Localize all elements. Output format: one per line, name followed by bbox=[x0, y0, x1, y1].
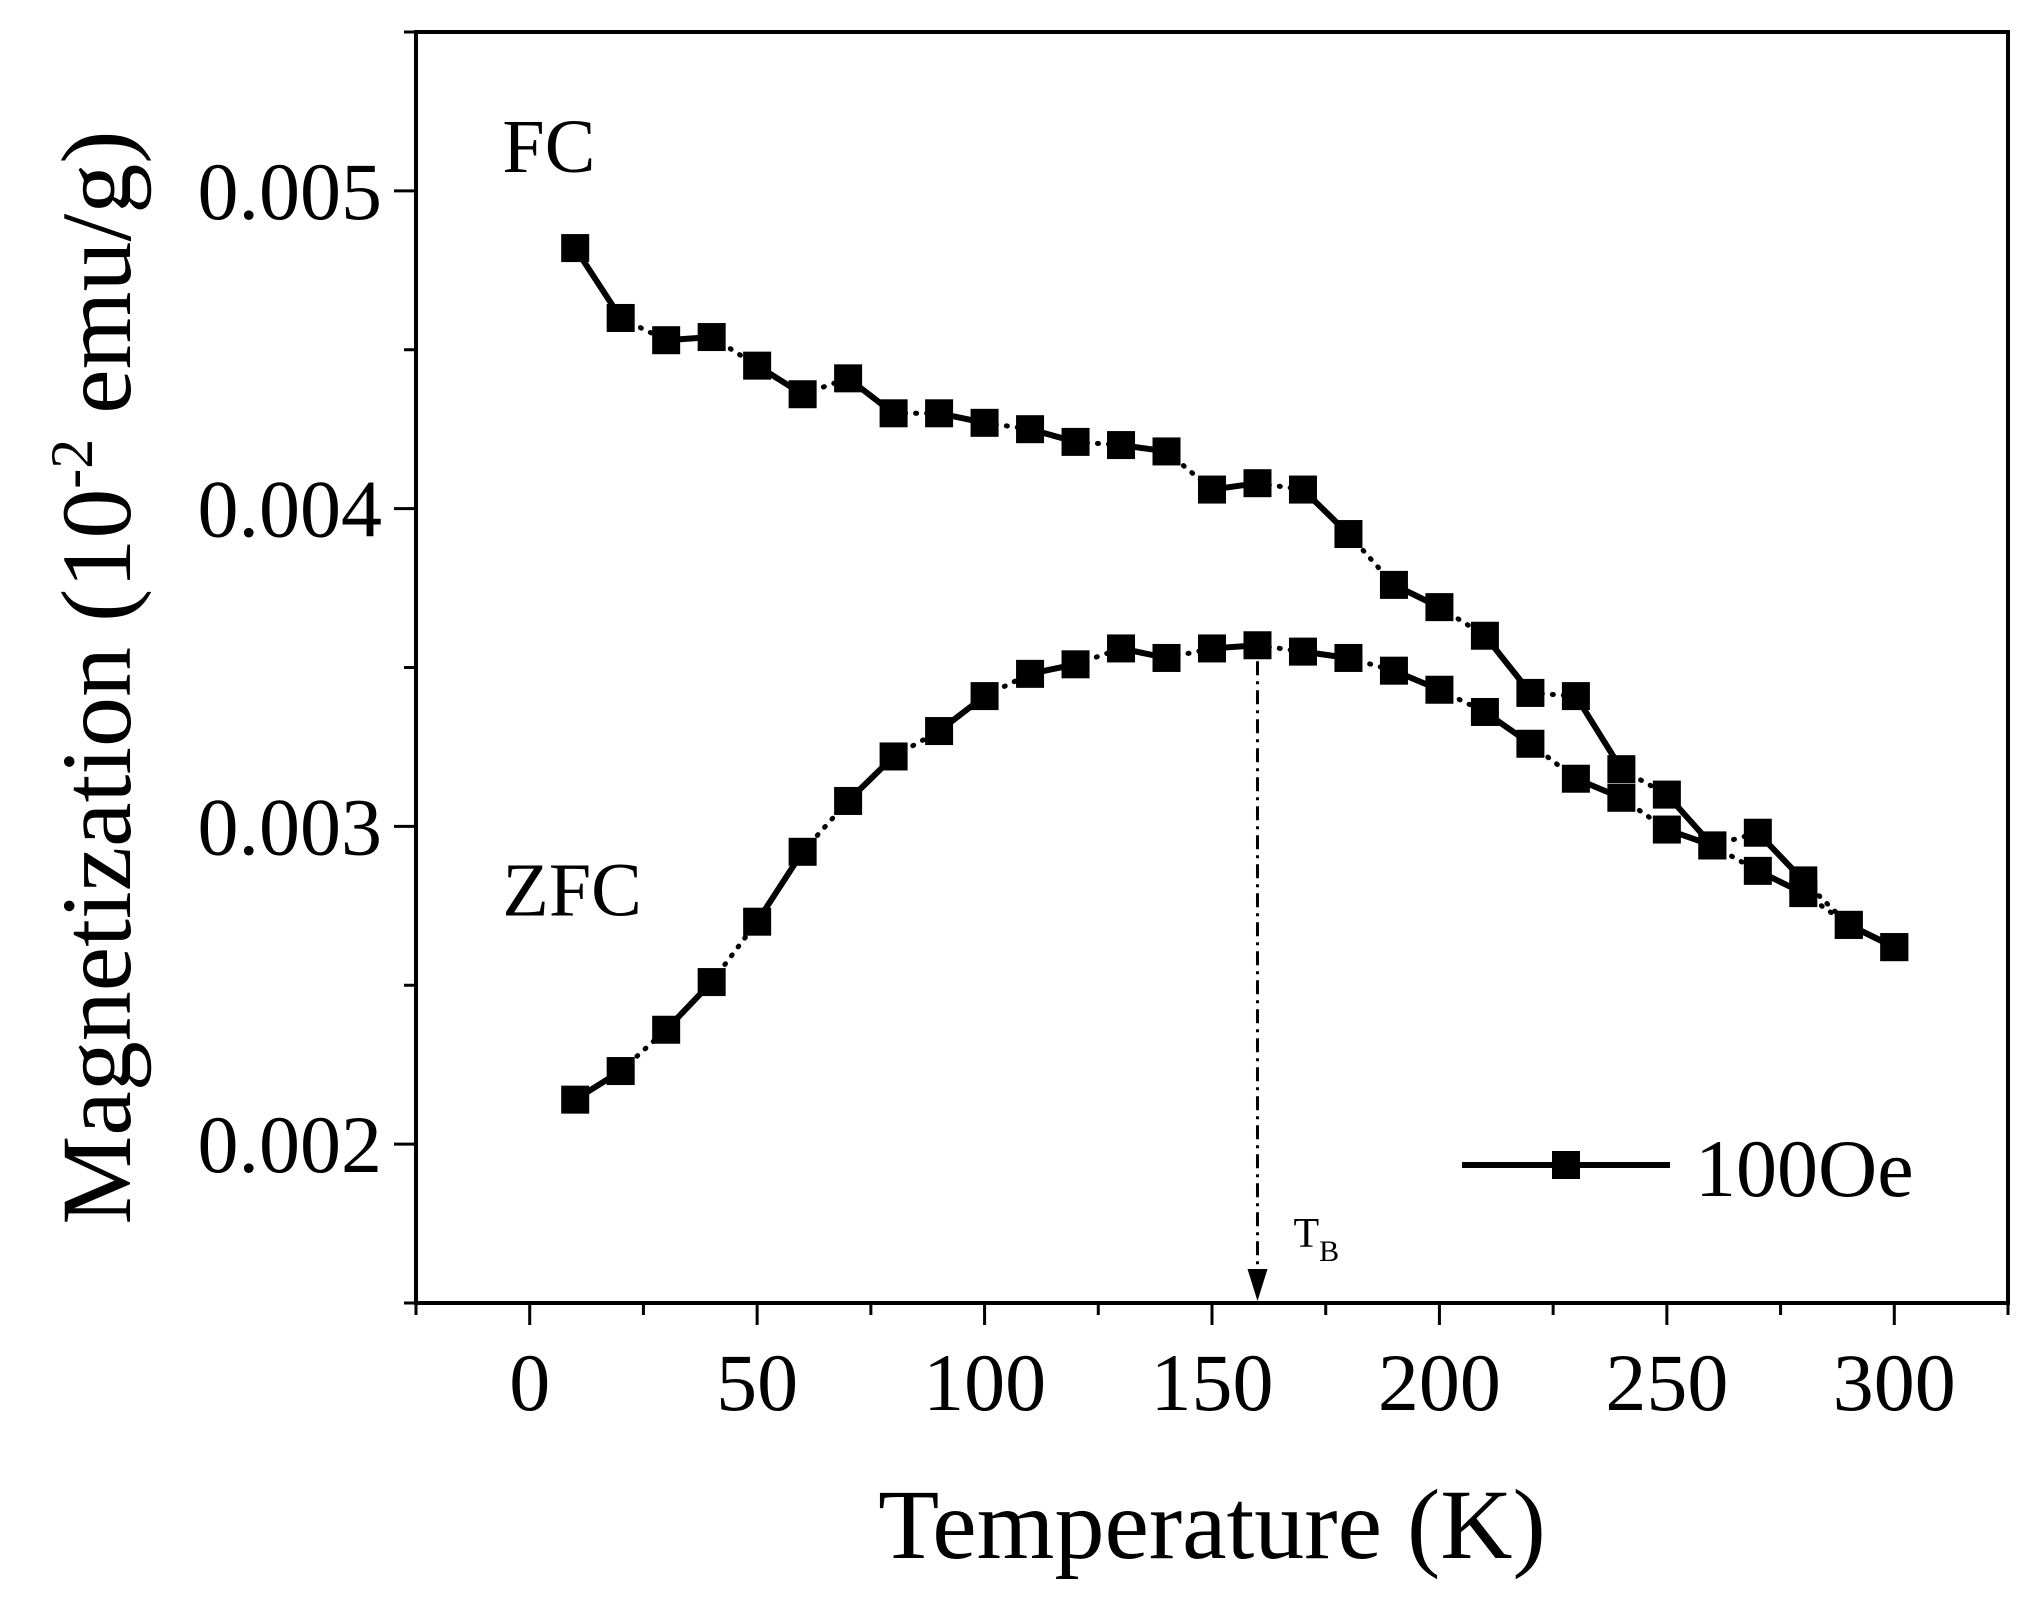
fc-curve-label: FC bbox=[502, 105, 595, 189]
y-tick-label: 0.002 bbox=[198, 1099, 383, 1190]
zfc-data-point bbox=[1743, 856, 1772, 885]
plot-frame bbox=[414, 30, 2010, 1305]
zfc-line-segment bbox=[1345, 655, 1397, 674]
x-tick-label: 50 bbox=[716, 1337, 798, 1428]
zfc-line-segment bbox=[1164, 645, 1215, 661]
blocking-temperature-label: TB bbox=[1293, 1211, 1339, 1268]
fc-data-point bbox=[925, 399, 954, 428]
fc-line-segment bbox=[1527, 690, 1579, 699]
y-axis-title-prefix: Magnetization (10 bbox=[41, 489, 152, 1225]
zfc-data-point bbox=[879, 742, 908, 771]
fc-data-point bbox=[834, 364, 863, 393]
fc-data-point bbox=[1516, 678, 1545, 707]
fc-line-segment bbox=[1254, 480, 1306, 493]
y-tick-label: 0.004 bbox=[198, 464, 383, 555]
y-axis-title-exponent: -2 bbox=[39, 439, 105, 489]
zfc-data-point bbox=[652, 1015, 681, 1044]
fc-data-point bbox=[1561, 682, 1590, 711]
fc-data-point bbox=[561, 234, 590, 263]
zfc-data-point bbox=[1516, 729, 1545, 758]
blocking-temperature-marker: TB bbox=[1247, 661, 1339, 1301]
legend-label: 100Oe bbox=[1695, 1123, 1914, 1214]
fc-data-point bbox=[879, 399, 908, 428]
zfc-data-point bbox=[834, 786, 863, 815]
fc-data-point bbox=[1334, 520, 1363, 549]
zfc-data-point bbox=[788, 837, 817, 866]
legend-marker bbox=[1552, 1151, 1580, 1179]
fc-data-point bbox=[1061, 427, 1090, 456]
blocking-temperature-arrow bbox=[1247, 1269, 1268, 1301]
fc-line-segment bbox=[1709, 830, 1761, 848]
fc-data-point bbox=[743, 351, 772, 380]
zfc-data-point bbox=[1061, 650, 1090, 679]
zfc-data-point bbox=[1561, 764, 1590, 793]
zfc-data-point bbox=[561, 1085, 590, 1114]
zfc-data-point bbox=[1470, 697, 1499, 726]
zfc-data-point bbox=[1152, 643, 1181, 672]
x-tick-label: 100 bbox=[923, 1337, 1046, 1428]
fc-data-point bbox=[1652, 780, 1681, 809]
fc-data-point bbox=[1107, 431, 1136, 460]
y-tick-label: 0.003 bbox=[198, 781, 383, 872]
fc-data-point bbox=[1607, 755, 1636, 784]
zfc-data-point bbox=[1198, 634, 1226, 663]
fc-data-point bbox=[697, 323, 726, 352]
zfc-data-point bbox=[925, 717, 954, 746]
y-tick-label: 0.005 bbox=[198, 146, 383, 237]
zfc-line-segment bbox=[1254, 642, 1306, 655]
zfc-data-point bbox=[743, 907, 772, 936]
zfc-data-point bbox=[1107, 634, 1136, 663]
x-axis-title: Temperature (K) bbox=[878, 1469, 1546, 1580]
zfc-data-point bbox=[1016, 659, 1045, 688]
zfc-data-point bbox=[1607, 783, 1636, 812]
zfc-data-point bbox=[1243, 631, 1272, 660]
zfc-data-point bbox=[1652, 815, 1681, 844]
zfc-data-point bbox=[697, 968, 726, 997]
zfc-data-point bbox=[1698, 831, 1727, 860]
fc-data-point bbox=[1288, 475, 1317, 504]
zfc-data-point bbox=[1880, 933, 1909, 962]
y-axis-title: Magnetization (10-2 emu/g) bbox=[39, 130, 152, 1224]
fc-data-point bbox=[1198, 475, 1226, 504]
fc-data-point bbox=[606, 303, 635, 332]
blocking-temperature-symbol: T bbox=[1293, 1211, 1319, 1257]
zfc-curve-label: ZFC bbox=[502, 848, 641, 932]
x-tick-label: 250 bbox=[1605, 1337, 1728, 1428]
fc-data-point bbox=[1470, 621, 1499, 650]
zfc-data-point bbox=[1834, 910, 1863, 939]
zfc-data-point bbox=[1789, 879, 1818, 908]
fc-data-point bbox=[1016, 415, 1045, 444]
fc-data-point bbox=[1379, 570, 1408, 599]
zfc-data-point bbox=[970, 682, 999, 711]
fc-data-point bbox=[652, 326, 681, 355]
fc-data-point bbox=[1743, 818, 1772, 847]
zfc-data-point bbox=[1334, 643, 1363, 672]
zfc-data-point bbox=[1425, 675, 1454, 704]
zfc-line-segment bbox=[1073, 645, 1124, 667]
zfc-data-point bbox=[1288, 637, 1317, 666]
blocking-temperature-subscript: B bbox=[1319, 1235, 1339, 1268]
y-axis-title-suffix: emu/g) bbox=[41, 130, 152, 438]
x-tick-label: 200 bbox=[1378, 1337, 1501, 1428]
x-tick-label: 0 bbox=[509, 1337, 550, 1428]
fc-data-point bbox=[1243, 469, 1272, 498]
fc-line-segment bbox=[1073, 439, 1124, 448]
fc-data-point bbox=[788, 380, 817, 409]
legend: 100Oe bbox=[1462, 1123, 1914, 1214]
x-tick-label: 300 bbox=[1833, 1337, 1956, 1428]
zfc-data-point bbox=[606, 1057, 635, 1086]
fc-data-point bbox=[970, 408, 999, 437]
fc-data-point bbox=[1425, 593, 1454, 622]
x-tick-label: 150 bbox=[1151, 1337, 1274, 1428]
fc-line-segment bbox=[800, 375, 851, 397]
fc-data-point bbox=[1152, 437, 1181, 466]
fc-line-segment bbox=[982, 420, 1033, 432]
zfc-data-point bbox=[1379, 656, 1408, 685]
